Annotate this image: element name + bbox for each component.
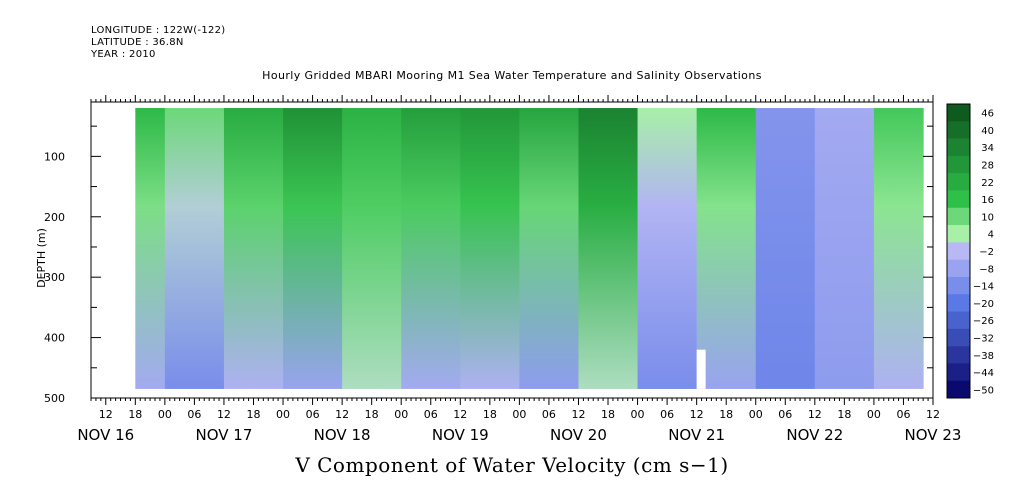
- x-hour-tick-label: 00: [512, 408, 526, 421]
- x-hour-tick-label: 00: [394, 408, 408, 421]
- latitude-label: LATITUDE : 36.8N: [91, 37, 184, 48]
- heatmap-texture: [135, 108, 924, 389]
- plot-title: Hourly Gridded MBARI Mooring M1 Sea Wate…: [262, 69, 762, 82]
- colorbar-swatch: [947, 276, 970, 295]
- x-day-label: NOV 21: [668, 426, 725, 444]
- colorbar-frame: [946, 103, 971, 399]
- colorbar-swatch: [947, 311, 970, 330]
- colorbar-swatch: [947, 104, 970, 122]
- colorbar-tick-label: 40: [981, 126, 994, 137]
- colorbar-tick-label: −8: [979, 264, 994, 275]
- colorbar-swatch: [947, 328, 970, 347]
- colorbar-swatch: [947, 346, 970, 364]
- x-hour-tick-label: 18: [719, 408, 733, 421]
- colorbar-tick-label: 16: [981, 195, 994, 206]
- missing-data-gap: [696, 349, 706, 389]
- colorbar-tick-label: −44: [973, 368, 994, 379]
- y-axis-label: DEPTH (m): [35, 228, 48, 288]
- x-hour-tick-label: 06: [778, 408, 792, 421]
- x-hour-tick-label: 12: [453, 408, 467, 421]
- x-hour-tick-label: 00: [276, 408, 290, 421]
- colorbar-tick-label: −2: [979, 247, 994, 258]
- x-day-label: NOV 20: [550, 426, 607, 444]
- x-hour-tick-label: 12: [571, 408, 585, 421]
- colorbar-tick-label: 34: [981, 143, 994, 154]
- x-hour-tick-label: 00: [631, 408, 645, 421]
- x-day-label: NOV 16: [77, 426, 134, 444]
- colorbar-swatch: [947, 138, 970, 157]
- x-hour-tick-label: 18: [837, 408, 851, 421]
- x-day-label: NOV 22: [786, 426, 843, 444]
- colorbar-tick-label: 22: [981, 178, 994, 189]
- x-day-label: NOV 18: [314, 426, 371, 444]
- colorbar-tick-label: −14: [973, 282, 994, 293]
- x-hour-tick-label: 18: [128, 408, 142, 421]
- x-day-label: NOV 19: [432, 426, 489, 444]
- x-hour-tick-label: 12: [926, 408, 940, 421]
- colorbar-swatch: [947, 363, 970, 382]
- x-hour-tick-label: 18: [246, 408, 260, 421]
- x-hour-tick-label: 06: [424, 408, 438, 421]
- y-tick-label: 100: [44, 150, 65, 163]
- x-hour-tick-label: 06: [896, 408, 910, 421]
- x-hour-tick-label: 18: [601, 408, 615, 421]
- colorbar-swatch: [947, 155, 970, 174]
- colorbar-tick-label: −26: [973, 316, 994, 327]
- x-hour-tick-label: 00: [749, 408, 763, 421]
- x-hour-tick-label: 00: [158, 408, 172, 421]
- x-hour-tick-label: 12: [808, 408, 822, 421]
- colorbar-swatch: [947, 242, 970, 260]
- colorbar-tick-label: 10: [981, 212, 994, 223]
- x-hour-tick-label: 06: [660, 408, 674, 421]
- x-hour-tick-label: 06: [306, 408, 320, 421]
- colorbar-tick-label: 4: [988, 230, 994, 241]
- colorbar-swatch: [947, 207, 970, 226]
- x-day-label: NOV 17: [196, 426, 253, 444]
- y-tick-label: 500: [44, 392, 65, 405]
- colorbar-tick-label: −38: [973, 351, 994, 362]
- colorbar-swatch: [947, 294, 970, 312]
- colorbar-tick-label: −20: [973, 299, 994, 310]
- plot-frame: [90, 101, 934, 399]
- colorbar-swatch: [947, 190, 970, 209]
- colorbar-tick-label: −32: [973, 333, 994, 344]
- x-hour-tick-label: 18: [365, 408, 379, 421]
- x-hour-tick-label: 06: [542, 408, 556, 421]
- y-tick-label: 400: [44, 332, 65, 345]
- x-hour-tick-label: 12: [335, 408, 349, 421]
- colorbar-tick-label: −50: [973, 385, 994, 396]
- colorbar-tick-label: 28: [981, 161, 994, 172]
- colorbar-swatch: [947, 259, 970, 278]
- longitude-label: LONGITUDE : 122W(-122): [91, 25, 226, 36]
- year-label: YEAR : 2010: [91, 49, 156, 60]
- x-hour-tick-label: 12: [690, 408, 704, 421]
- x-hour-tick-label: 18: [483, 408, 497, 421]
- colorbar-swatch: [947, 380, 970, 399]
- colorbar-swatch: [947, 121, 970, 139]
- x-hour-tick-label: 06: [187, 408, 201, 421]
- colorbar-swatch: [947, 225, 970, 243]
- x-day-label: NOV 23: [905, 426, 962, 444]
- colorbar-tick-label: 46: [981, 109, 994, 120]
- y-tick-label: 300: [44, 271, 65, 284]
- x-hour-tick-label: 12: [99, 408, 113, 421]
- y-tick-label: 200: [44, 211, 65, 224]
- colorbar-swatch: [947, 173, 970, 191]
- colorbar-variable-title: V Component of Water Velocity (cm s−1): [295, 453, 729, 477]
- x-hour-tick-label: 00: [867, 408, 881, 421]
- x-hour-tick-label: 12: [217, 408, 231, 421]
